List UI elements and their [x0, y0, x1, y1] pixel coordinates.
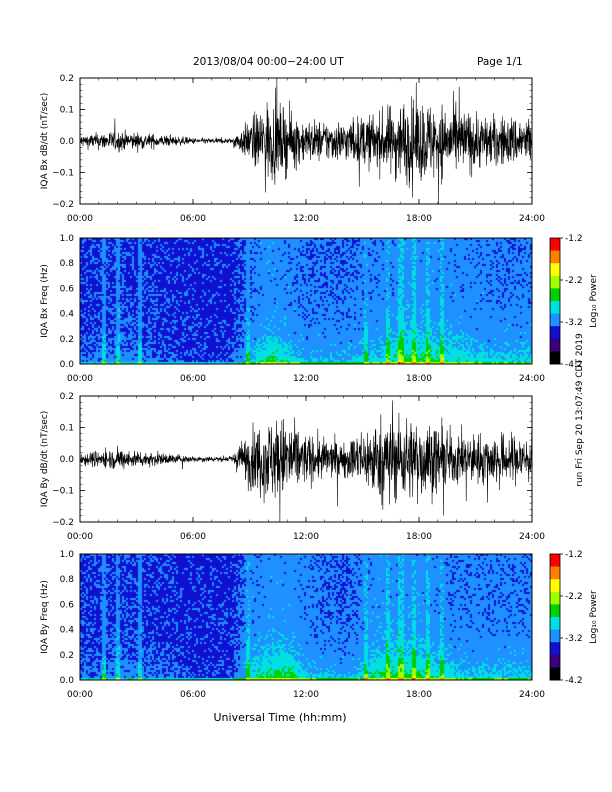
colorbar-segment [550, 554, 560, 568]
y-tick-label: 0.2 [60, 651, 74, 661]
panel-3: 0.2 0.1 0.0 −0.1 −0.2 00:00 06:00 12:00 18:00 24:… [40, 392, 545, 542]
x-tick-label: 18:00 [406, 214, 432, 224]
colorbar-segment [550, 263, 560, 277]
colorbar-tick-label: -1.2 [565, 234, 583, 244]
colorbar-segment [550, 654, 560, 668]
y-axis-label: IQA By dB/dt (nT/sec) [40, 411, 50, 508]
colorbar-segment [550, 301, 560, 315]
x-tick-label: 24:00 [519, 214, 545, 224]
series-trace [79, 77, 533, 205]
run-timestamp: run Fri Sep 20 13:07:49 CDT 2019 [575, 333, 585, 487]
x-tick-label: 06:00 [180, 532, 206, 542]
y-tick-label: −0.2 [52, 518, 74, 528]
colorbar-segment [550, 351, 560, 365]
spectrogram-image [80, 554, 532, 680]
y-tick-label: 0.8 [60, 259, 75, 269]
colorbar-segment [550, 275, 560, 289]
y-tick-label: 0.2 [60, 335, 74, 345]
y-axis-label: IQA Bx Freq (Hz) [40, 264, 50, 338]
colorbar-segment [550, 591, 560, 605]
panel-1: 0.2 0.1 0.0 −0.1 −0.2 00:00 06:00 12:00 18:00 24:… [40, 74, 545, 224]
x-axis-label: Universal Time (hh:mm) [214, 711, 347, 724]
y-axis-label: IQA By Freq (Hz) [40, 580, 50, 654]
header-date-range: 2013/08/04 00:00−24:00 UT [193, 56, 344, 68]
y-tick-label: 0.1 [60, 424, 74, 434]
y-tick-label: 0.0 [60, 676, 75, 686]
y-tick-label: 0.4 [60, 626, 75, 636]
x-tick-label: 06:00 [180, 214, 206, 224]
header-page: Page 1/1 [477, 56, 523, 68]
colorbar-tick-label: -2.2 [565, 592, 583, 602]
y-tick-label: 0.2 [60, 392, 74, 402]
colorbar-frame [549, 553, 561, 681]
colorbar-segment [550, 250, 560, 264]
x-tick-label: 12:00 [293, 690, 319, 700]
colorbar: -1.2 -2.2 -3.2 -4.2 Log₁₀ Power [549, 234, 599, 370]
colorbar-tick-label: -4.2 [565, 676, 583, 686]
colorbar-segment [550, 617, 560, 631]
y-tick-label: 0.2 [60, 74, 74, 84]
colorbar-segment [550, 667, 560, 681]
y-tick-label: 0.6 [60, 600, 75, 610]
colorbar-segment [550, 313, 560, 327]
x-tick-label: 24:00 [519, 532, 545, 542]
colorbar-frame [549, 237, 561, 365]
panels: 0.2 0.1 0.0 −0.1 −0.2 00:00 06:00 12:00 18:00 24:… [40, 74, 599, 700]
y-tick-label: −0.1 [52, 487, 74, 497]
colorbar-tick-label: -2.2 [565, 276, 583, 286]
colorbar-segment [550, 238, 560, 252]
panel-4: 1.0 0.8 0.6 0.4 0.2 0.0 00:00 06:00 12:00 18:00 24… [40, 550, 599, 700]
series-trace [79, 400, 533, 523]
colorbar-segment [550, 566, 560, 580]
x-tick-label: 24:00 [519, 690, 545, 700]
x-tick-label: 12:00 [293, 214, 319, 224]
colorbar-segment [550, 579, 560, 593]
y-tick-label: 0.6 [60, 284, 75, 294]
plot-frame [79, 237, 533, 365]
x-tick-label: 12:00 [293, 374, 319, 384]
colorbar-segment [550, 604, 560, 618]
x-tick-label: 18:00 [406, 690, 432, 700]
y-tick-label: 1.0 [60, 550, 75, 560]
colorbar-segment [550, 338, 560, 352]
panel-2: 1.0 0.8 0.6 0.4 0.2 0.0 00:00 06:00 12:00 18:00 24… [40, 234, 599, 384]
colorbar-label: Log₁₀ Power [589, 590, 599, 644]
colorbar-label: Log₁₀ Power [589, 274, 599, 328]
y-axis-label: IQA Bx dB/dt (nT/sec) [40, 93, 50, 190]
colorbar-tick-label: -3.2 [565, 634, 583, 644]
y-tick-label: 0.1 [60, 106, 74, 116]
y-tick-label: −0.2 [52, 200, 74, 210]
x-tick-label: 24:00 [519, 374, 545, 384]
colorbar-segment [550, 642, 560, 656]
colorbar-tick-label: -3.2 [565, 318, 583, 328]
x-tick-label: 06:00 [180, 690, 206, 700]
y-tick-label: 1.0 [60, 234, 75, 244]
y-tick-label: 0.0 [60, 455, 75, 465]
y-tick-label: 0.0 [60, 137, 75, 147]
x-tick-label: 00:00 [67, 214, 93, 224]
colorbar-segment [550, 326, 560, 340]
x-tick-label: 00:00 [67, 532, 93, 542]
x-tick-label: 18:00 [406, 374, 432, 384]
colorbar-tick-label: -1.2 [565, 550, 583, 560]
x-tick-label: 06:00 [180, 374, 206, 384]
colorbar: -1.2 -2.2 -3.2 -4.2 Log₁₀ Power [549, 550, 599, 686]
x-tick-label: 00:00 [67, 374, 93, 384]
x-tick-label: 18:00 [406, 532, 432, 542]
y-tick-label: −0.1 [52, 169, 74, 179]
x-tick-label: 12:00 [293, 532, 319, 542]
spectrogram-image [80, 238, 532, 364]
plot-frame [79, 77, 533, 205]
y-tick-label: 0.8 [60, 575, 75, 585]
colorbar-segment [550, 629, 560, 643]
colorbar-segment [550, 288, 560, 302]
y-tick-label: 0.4 [60, 310, 75, 320]
y-tick-label: 0.0 [60, 360, 75, 370]
plot-frame [79, 395, 533, 523]
plot-frame [79, 553, 533, 681]
x-tick-label: 00:00 [67, 690, 93, 700]
colorbar-tick-label: -4.2 [565, 360, 583, 370]
